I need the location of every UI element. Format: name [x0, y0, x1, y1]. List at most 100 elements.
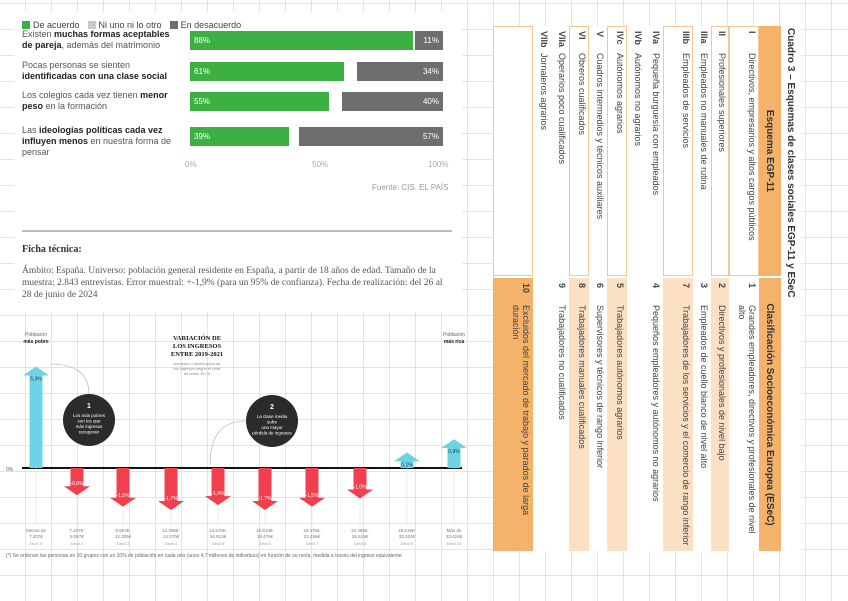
- value-label: 5,3%: [30, 377, 42, 383]
- egp-label: Operarios poco cualificados: [557, 53, 567, 165]
- esec-cell: [627, 278, 645, 551]
- egp-code: [495, 31, 531, 53]
- esec-code: 7: [681, 283, 691, 289]
- esec-code: [535, 283, 549, 305]
- category-range: 9.957€: [70, 534, 84, 539]
- statement: Las ideologías políticas cada vez influy…: [22, 125, 172, 157]
- callout-text: pérdida de ingresos: [252, 431, 292, 436]
- egp-label: Obreros cualificados: [577, 53, 587, 136]
- table-row: V Cuadros intermedios y técnicos auxiliar…: [589, 26, 607, 551]
- egp-cell: IIIb Empleados de servicios: [663, 26, 693, 276]
- esec-code: 5: [615, 283, 625, 289]
- egp-label: Autónomos agrarios: [615, 53, 625, 134]
- callout-text: una mayor: [261, 425, 283, 430]
- stacked-bar: 61% 34%: [190, 62, 443, 81]
- category-range: Menos de: [26, 528, 46, 533]
- category-range: 22.456€: [304, 534, 321, 539]
- chart-subtitle: Aumento o disminución de: [173, 361, 221, 366]
- divider: [22, 230, 452, 232]
- chart-title: LOS INGRESOS: [173, 343, 222, 350]
- value-label: -1,5%: [116, 493, 130, 499]
- egp-label: Pequeña burguesía con empleados: [651, 53, 661, 196]
- survey-row: Los colegios cada vez tienen menor peso …: [22, 90, 452, 112]
- callout-text: La clase media: [257, 414, 288, 419]
- esec-label: Trabajadores manuales cualificados: [577, 305, 587, 449]
- egp-cell: IVc Autónomos agrarios: [607, 26, 627, 276]
- legend-swatch: [169, 21, 178, 29]
- esec-label: Excluidos del mercado de trabajo y parad…: [511, 305, 531, 516]
- category-range: 16.813€: [210, 534, 227, 539]
- category-range: 14.570€-: [209, 528, 227, 533]
- egp-label: Cuadros intermedios y técnicos auxiliare…: [595, 53, 605, 220]
- legend-swatch: [22, 21, 30, 29]
- header-esec: Clasificación Socioeconómica Europea (ES…: [759, 278, 781, 551]
- table-row: IIIa Empleados no manuales de rutina 3 Emp…: [693, 26, 711, 551]
- esec-label: Pequeños empleadores y autónomos no agra…: [651, 305, 661, 502]
- table-row: IVa Pequeña burguesía con empleados 4 Pequ…: [645, 26, 663, 551]
- esec-code: 4: [651, 283, 661, 289]
- table-row: II Profesionales superiores 2 Directivos y…: [711, 26, 729, 551]
- chart-footnote: (*) Se ordenan las personas en 10 grupos…: [6, 553, 403, 559]
- esec-label: Trabajadores de los servicios y el comer…: [681, 305, 691, 546]
- bar-arrow: [64, 468, 90, 496]
- egp-cell: I Directivos, empresarios y altos cargos …: [729, 26, 759, 276]
- category-range: Más de: [447, 528, 462, 533]
- egp-label: Profesionales superiores: [717, 53, 727, 153]
- category-range: 12.305€: [115, 534, 132, 539]
- table-row: 10 Excluidos del mercado de trabajo y par…: [493, 26, 533, 551]
- statement: Existen muchas formas aceptables de pare…: [22, 29, 170, 50]
- value-label: -0,8%: [70, 481, 84, 487]
- table-row: VI Obreros cualificados 8 Trabajadores man…: [569, 26, 589, 551]
- bar-agree: 39%: [190, 127, 289, 146]
- egp-cell: VIIa Operarios poco cualificados: [551, 26, 569, 276]
- bar-neutral: [329, 92, 342, 111]
- esec-code: 6: [595, 283, 605, 289]
- esec-cell: 7 Trabajadores de los servicios y el come…: [663, 278, 693, 551]
- bar-arrow: [205, 468, 231, 506]
- bar-agree: 55%: [190, 92, 330, 111]
- egp-code: VIIa: [557, 31, 567, 48]
- callout-text: Los más pobres: [73, 413, 106, 418]
- value-label: -1,7%: [164, 496, 178, 502]
- legend-label: De acuerdo: [33, 20, 80, 30]
- chart-subtitle: los ingresos según el nivel: [174, 366, 221, 371]
- category-range: 19.476€: [257, 534, 274, 539]
- stacked-bar: 55% 40%: [190, 92, 443, 111]
- egp-label: Empleados de servicios: [681, 53, 691, 149]
- category-decil: Decil 7: [306, 541, 319, 546]
- bar-neutral: [412, 31, 416, 50]
- chart-subtitle: de renta. En %: [184, 371, 211, 376]
- egp-code: IIIb: [681, 31, 691, 44]
- bar-disagree: 57%: [298, 127, 443, 146]
- bar-arrow: [23, 366, 49, 468]
- callout-circle: [246, 395, 298, 447]
- chart-title: ENTRE 2019-2021: [171, 351, 223, 358]
- bar-arrow: [347, 468, 373, 499]
- legend-item: Ni uno ni lo otro: [87, 20, 162, 30]
- value-label: -1,4%: [211, 491, 225, 497]
- egp-cell: VIIb Jornaleros agrarios: [533, 26, 551, 276]
- egp-code: V: [595, 31, 605, 38]
- esec-label: Empleados de cuello blanco de nivel alto: [699, 305, 709, 469]
- esec-cell: 8 Trabajadores manuales cualificados: [569, 278, 589, 551]
- esec-code: 10: [521, 283, 531, 294]
- statement: Los colegios cada vez tienen menor peso …: [22, 90, 168, 111]
- category-range: 7.207€: [29, 534, 43, 539]
- stacked-bar: 39% 57%: [190, 127, 443, 146]
- left-label: Población: [25, 332, 47, 338]
- zero-label: 0%: [6, 467, 14, 473]
- egp-cell: [493, 26, 533, 276]
- survey-row: Pocas personas se sienten identificadas …: [22, 60, 452, 82]
- category-range: 12.305€-: [162, 528, 180, 533]
- egp-label: Directivos, empresarios y altos cargos p…: [747, 53, 757, 241]
- callout-number: 2: [270, 404, 274, 411]
- category-decil: Decil 3: [117, 541, 130, 546]
- category-range: 19.476€-: [303, 528, 321, 533]
- value-label: -1,7%: [258, 496, 272, 502]
- esec-code: 2: [717, 283, 727, 289]
- ficha-text: Ámbito: España. Universo: población gene…: [22, 266, 443, 300]
- header-egp: Esquema EGP-11: [759, 26, 781, 276]
- bar-agree: 61%: [190, 62, 345, 81]
- left-label: más pobre: [23, 339, 49, 345]
- bar-neutral: [344, 62, 357, 81]
